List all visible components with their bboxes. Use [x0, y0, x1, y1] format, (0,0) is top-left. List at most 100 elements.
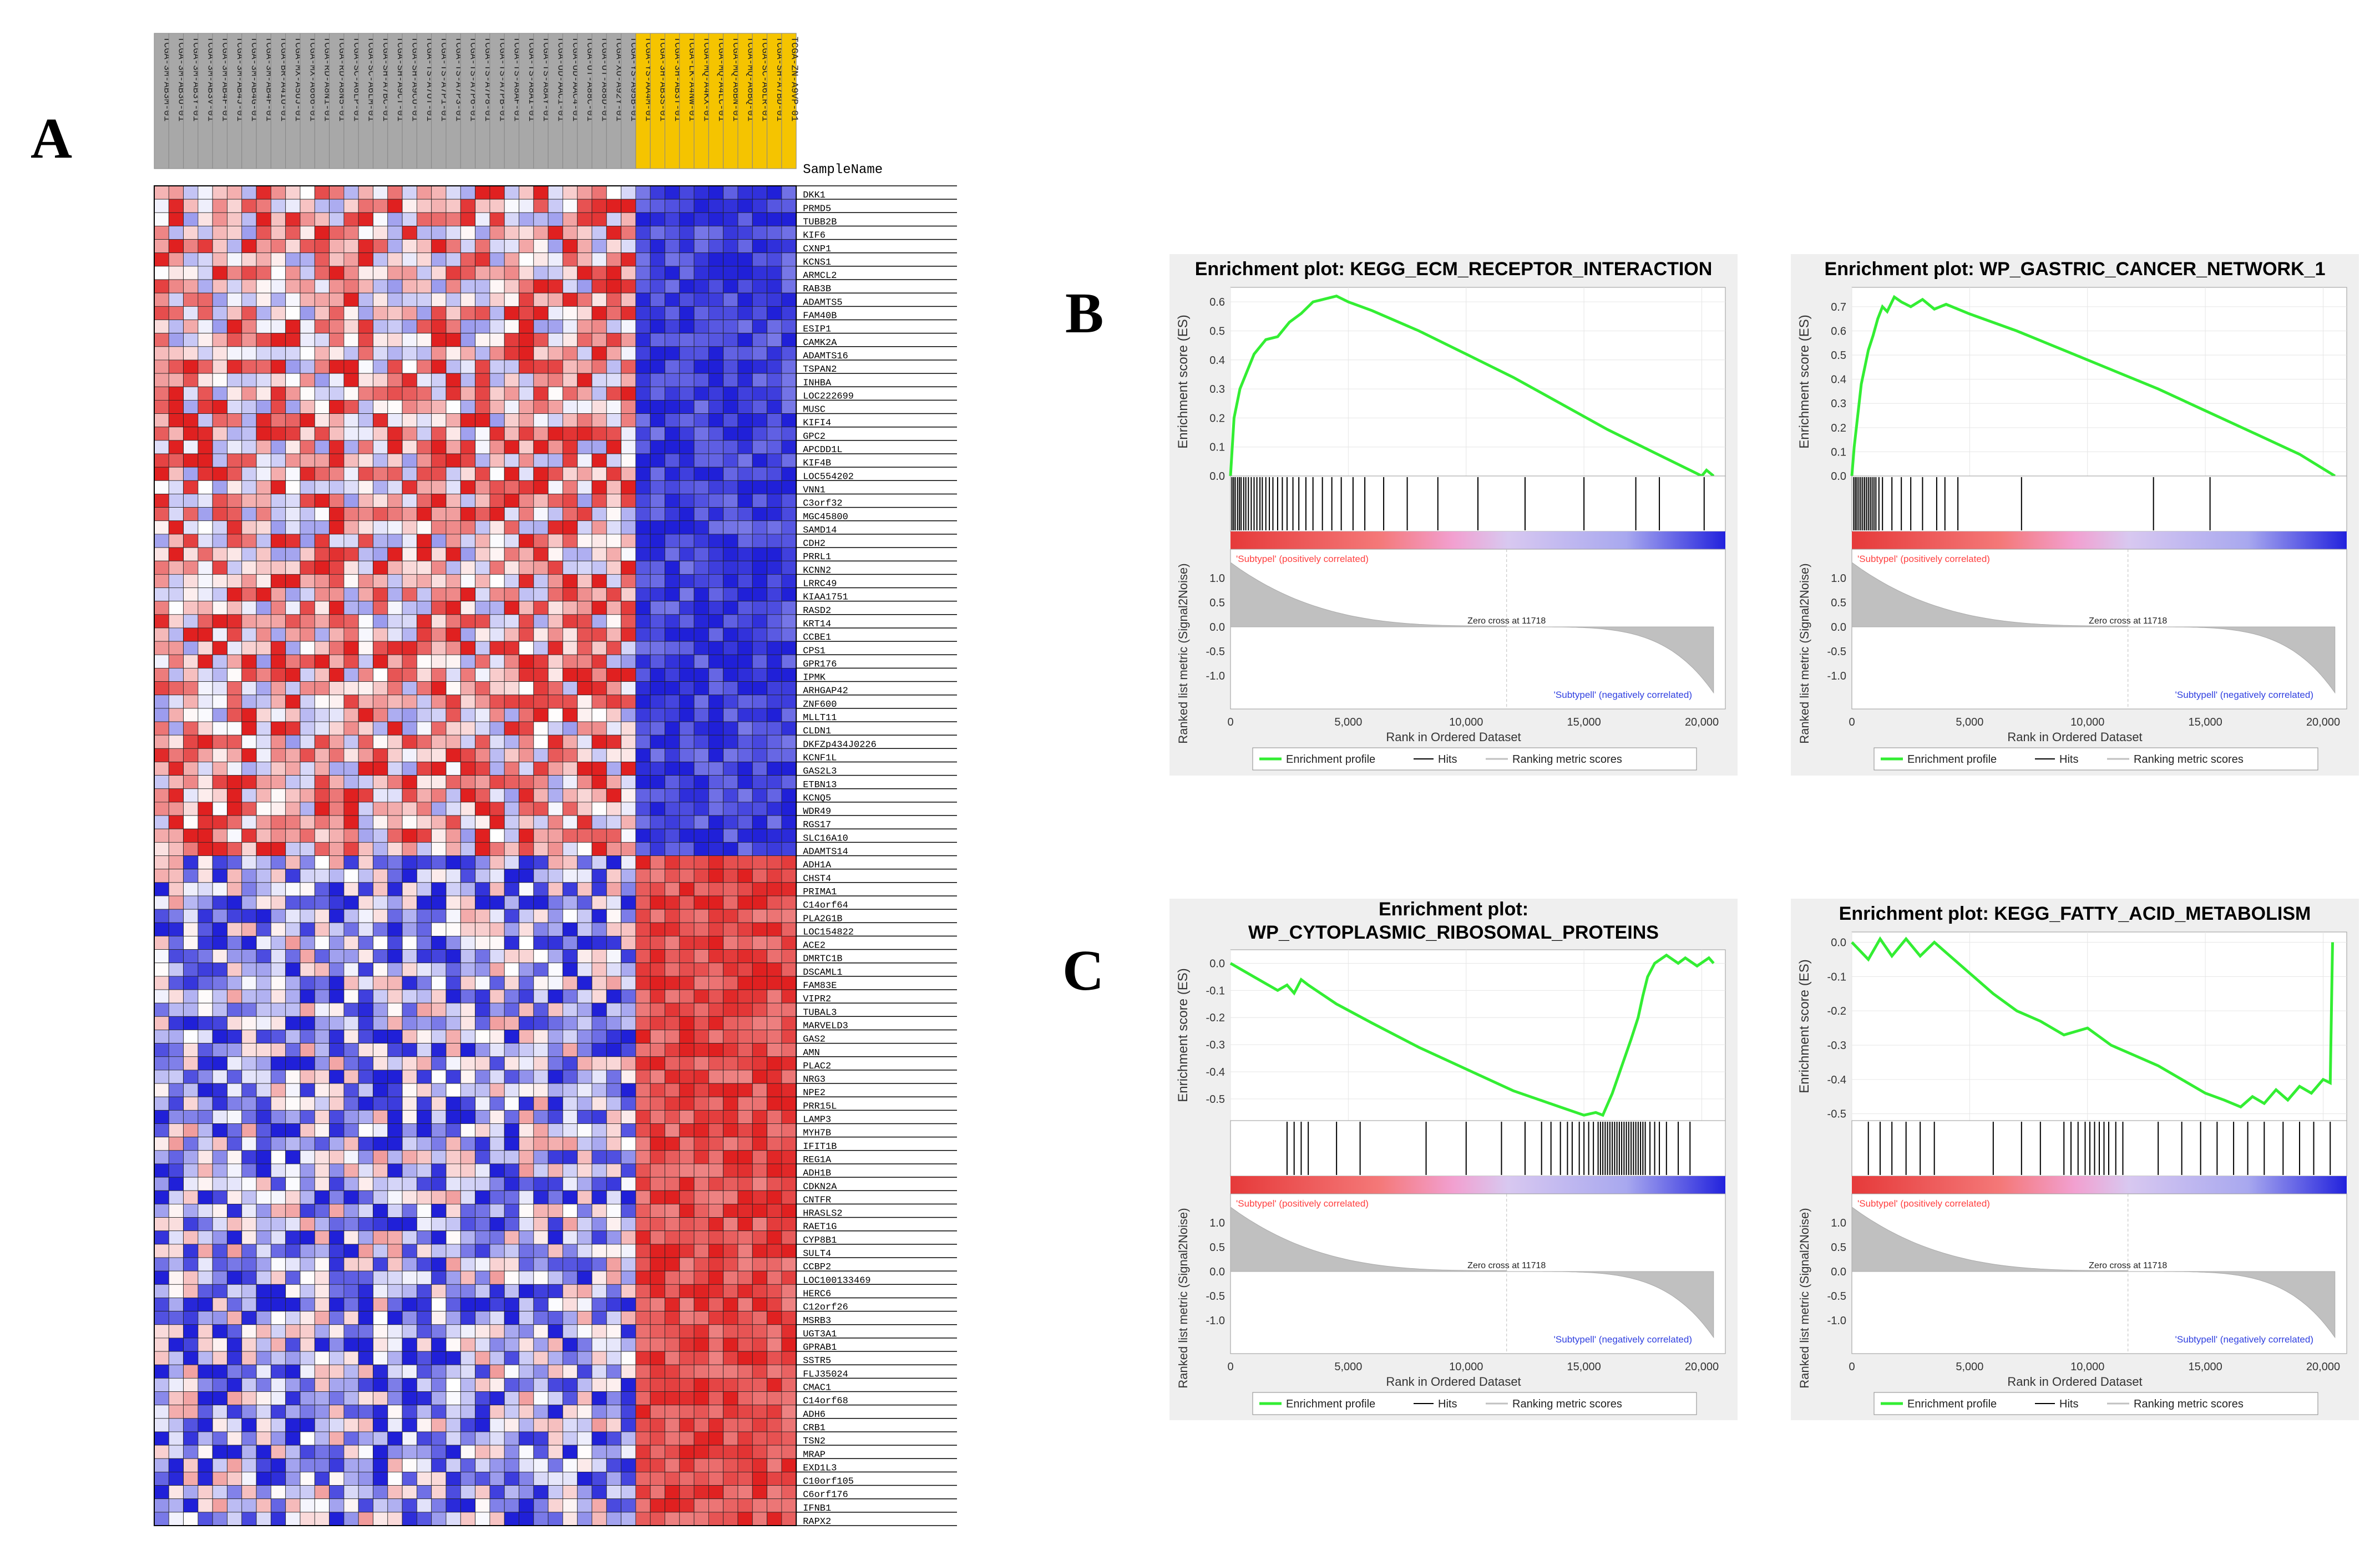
- heatmap-cell: [198, 721, 213, 736]
- heatmap-cell: [533, 922, 549, 936]
- heatmap-cell: [285, 949, 301, 964]
- heatmap-cell: [504, 279, 519, 293]
- heatmap-cell: [300, 668, 315, 682]
- heatmap-cell: [387, 1002, 403, 1017]
- heatmap-cell: [285, 1405, 301, 1419]
- heatmap-cell: [256, 654, 271, 668]
- heatmap-cell: [504, 292, 519, 307]
- heatmap-cell: [417, 1150, 432, 1164]
- heatmap-cell: [212, 708, 227, 722]
- heatmap-cell: [212, 1298, 227, 1311]
- heatmap-cell: [504, 1391, 519, 1406]
- heatmap-cell: [635, 842, 651, 856]
- heatmap-cell: [577, 668, 593, 682]
- heatmap-cell: [343, 668, 359, 682]
- heatmap-cell: [154, 976, 169, 990]
- heatmap-cell: [475, 1230, 490, 1245]
- heatmap-cell: [489, 882, 505, 896]
- heatmap-cell: [577, 1431, 593, 1446]
- heatmap-cell: [373, 1498, 388, 1513]
- heatmap-cell: [737, 427, 753, 441]
- heatmap-cell: [737, 909, 753, 923]
- heatmap-cell: [227, 936, 242, 950]
- heatmap-cell: [693, 735, 709, 749]
- heatmap-cell: [168, 802, 184, 816]
- heatmap-cell: [285, 226, 301, 240]
- heatmap-cell: [285, 1244, 301, 1258]
- heatmap-cell: [606, 828, 622, 843]
- heatmap-cell: [241, 292, 257, 307]
- heatmap-cell: [475, 587, 490, 602]
- heatmap-cell: [533, 1431, 549, 1446]
- heatmap-cell: [154, 1391, 169, 1406]
- gene-label: ADAMTS16: [803, 351, 848, 362]
- heatmap-cell: [621, 1230, 636, 1245]
- heatmap-cell: [679, 882, 695, 896]
- heatmap-cell: [475, 1311, 490, 1325]
- heatmap-cell: [591, 1471, 607, 1486]
- heatmap-cell: [752, 306, 768, 320]
- heatmap-cell: [519, 1311, 534, 1325]
- heatmap-cell: [387, 413, 403, 428]
- heatmap-cell: [241, 802, 257, 816]
- heatmap-cell: [723, 507, 738, 521]
- heatmap-cell: [693, 1418, 709, 1432]
- heatmap-cell: [431, 922, 447, 936]
- heatmap-cell: [270, 520, 286, 535]
- heatmap-cell: [519, 1043, 534, 1057]
- heatmap-cell: [767, 1445, 782, 1459]
- gene-label: LAMP3: [803, 1115, 831, 1126]
- heatmap-cell: [563, 922, 578, 936]
- heatmap-cell: [373, 520, 388, 535]
- heatmap-cell: [693, 1298, 709, 1311]
- heatmap-cell: [563, 1083, 578, 1097]
- heatmap-cell: [402, 775, 417, 789]
- heatmap-cell: [781, 909, 797, 923]
- heatmap-cell: [417, 963, 432, 977]
- heatmap-cell: [679, 1338, 695, 1352]
- gene-label: LOC222699: [803, 391, 854, 402]
- heatmap-cell: [460, 1230, 475, 1245]
- heatmap-cell: [708, 306, 724, 320]
- heatmap-cell: [489, 1244, 505, 1258]
- heatmap-cell: [212, 668, 227, 682]
- heatmap-cell: [723, 869, 738, 883]
- heatmap-cell: [767, 695, 782, 709]
- heatmap-cell: [460, 1163, 475, 1178]
- heatmap-cell: [168, 1445, 184, 1459]
- heatmap-cell: [679, 1244, 695, 1258]
- heatmap-cell: [504, 587, 519, 602]
- heatmap-cell: [314, 1070, 330, 1084]
- heatmap-cell: [621, 976, 636, 990]
- heatmap-cell: [504, 1177, 519, 1191]
- heatmap-cell: [212, 333, 227, 347]
- heatmap-cell: [767, 252, 782, 267]
- heatmap-cell: [519, 574, 534, 588]
- heatmap-cell: [183, 1445, 199, 1459]
- sample-group-bar: [256, 33, 271, 169]
- heatmap-cell: [693, 1364, 709, 1379]
- heatmap-cell: [650, 560, 665, 575]
- heatmap-cell: [591, 1270, 607, 1285]
- heatmap-cell: [431, 1123, 447, 1138]
- heatmap-cell: [606, 1512, 622, 1526]
- heatmap-cell: [417, 1418, 432, 1432]
- heatmap-cell: [475, 1002, 490, 1017]
- heatmap-cell: [708, 614, 724, 629]
- heatmap-cell: [198, 1351, 213, 1365]
- heatmap-cell: [533, 560, 549, 575]
- heatmap-cell: [767, 185, 782, 200]
- heatmap-cell: [183, 494, 199, 508]
- heatmap-cell: [373, 1418, 388, 1432]
- heatmap-cell: [577, 1203, 593, 1218]
- heatmap-cell: [723, 855, 738, 870]
- heatmap-cell: [358, 681, 373, 696]
- heatmap-cell: [343, 333, 359, 347]
- heatmap-cell: [198, 614, 213, 629]
- heatmap-cell: [548, 1203, 563, 1218]
- heatmap-cell: [343, 855, 359, 870]
- heatmap-cell: [314, 802, 330, 816]
- heatmap-cell: [737, 855, 753, 870]
- heatmap-cell: [533, 1016, 549, 1030]
- heatmap-cell: [212, 1311, 227, 1325]
